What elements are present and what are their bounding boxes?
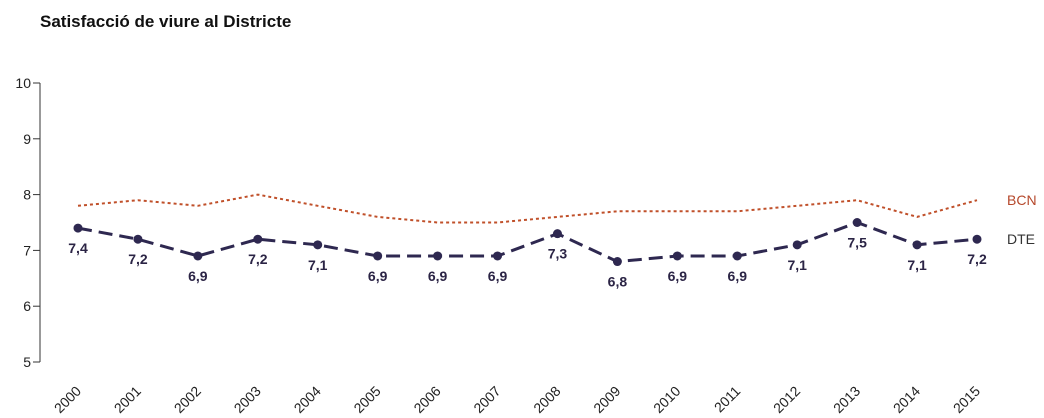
series-line-dte (77, 220, 978, 264)
data-point (792, 240, 802, 250)
chart-title: Satisfacció de viure al Districte (40, 12, 292, 31)
data-point (672, 251, 682, 261)
data-point (313, 240, 323, 250)
data-label: 7,1 (907, 257, 927, 273)
y-tick-label: 7 (23, 242, 31, 258)
x-tick-label: 2013 (830, 383, 863, 416)
x-tick-label: 2007 (470, 383, 503, 416)
x-tick-label: 2015 (950, 383, 983, 416)
data-label: 7,1 (787, 257, 807, 273)
data-label: 6,9 (728, 268, 748, 284)
data-label: 6,9 (668, 268, 688, 284)
x-tick-label: 2012 (770, 383, 803, 416)
series-lines (77, 193, 978, 264)
data-label: 7,3 (548, 246, 568, 262)
data-point (73, 223, 83, 233)
data-point (972, 234, 982, 244)
data-label: 6,9 (428, 268, 448, 284)
data-label: 7,1 (308, 257, 328, 273)
series-label-dte: DTE (1007, 231, 1035, 247)
data-label: 6,9 (488, 268, 508, 284)
series-label-bcn: BCN (1007, 192, 1037, 208)
y-tick-label: 8 (23, 187, 31, 203)
data-label: 7,2 (248, 251, 268, 267)
data-point (433, 251, 443, 261)
data-point (193, 251, 203, 261)
data-label: 7,4 (68, 240, 88, 256)
y-tick-label: 5 (23, 354, 31, 370)
x-tick-label: 2008 (530, 383, 563, 416)
x-tick-label: 2010 (650, 383, 683, 416)
x-tick-label: 2004 (291, 383, 324, 416)
data-label: 7,5 (847, 235, 867, 251)
data-point (493, 251, 503, 261)
data-label: 7,2 (128, 251, 148, 267)
data-labels: BCN DTE 7,4 7,2 6,9 7,2 7,1 6,9 6,9 6,9 7,3 6,8 6,9 6… (68, 192, 1036, 289)
y-tick-label: 6 (23, 298, 31, 314)
data-point (612, 257, 622, 267)
x-tick-label: 2011 (711, 383, 744, 416)
x-tick-label: 2014 (890, 383, 923, 416)
data-points (73, 218, 982, 267)
x-tick-label: 2003 (231, 383, 264, 416)
x-tick-label: 2009 (590, 383, 623, 416)
y-tick-label: 10 (15, 75, 31, 91)
x-tick-label: 2000 (51, 383, 84, 416)
x-tick-label: 2001 (111, 383, 144, 416)
y-tick-label: 9 (23, 131, 31, 147)
x-tick-label: 2005 (350, 383, 383, 416)
data-label: 6,8 (608, 274, 628, 290)
data-label: 6,9 (188, 268, 208, 284)
data-point (852, 218, 862, 227)
data-point (552, 229, 562, 239)
data-point (732, 251, 742, 261)
data-point (133, 234, 143, 244)
x-tick-label: 2002 (171, 383, 204, 416)
data-point (373, 251, 383, 261)
series-line-bcn (77, 193, 978, 224)
x-tick-label: 2006 (410, 383, 443, 416)
data-label: 7,2 (967, 251, 987, 267)
data-point (253, 234, 263, 244)
data-point (912, 240, 922, 250)
data-label: 6,9 (368, 268, 388, 284)
